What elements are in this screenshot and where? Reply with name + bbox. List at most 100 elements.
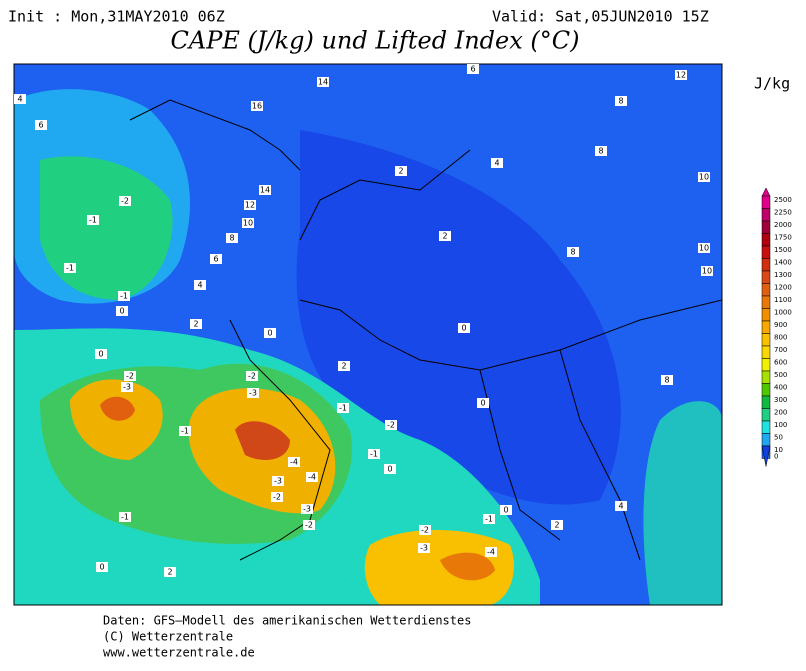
contour-label-box [190,319,202,329]
contour-label-box [179,426,191,436]
colorbar-label: 200 [774,409,787,417]
contour-label-box [210,254,222,264]
contour-label: 2 [442,232,447,241]
contour-label-box [675,70,687,80]
contour-label-box [483,514,495,524]
colorbar-swatch [761,283,771,297]
contour-label: 10 [699,244,709,253]
colorbar-swatch [761,408,771,422]
contour-label-box [271,492,283,502]
contour-label: -3 [249,389,257,398]
contour-label-box [306,472,318,482]
contour-label: 16 [252,102,262,111]
contour-label-box [251,101,263,111]
contour-label-box [384,464,396,474]
contour-label-box [439,231,451,241]
colorbar-label: 100 [774,421,787,429]
contour-label-box [701,266,713,276]
colorbar-label: 700 [774,346,787,354]
contour-label-box [491,158,503,168]
contour-label: -4 [290,458,298,467]
contour-label: -2 [126,372,134,381]
contour-label: 0 [99,563,104,572]
contour-label: 0 [503,506,508,515]
contour-label: -2 [387,421,395,430]
colorbar-swatch [761,308,771,322]
contour-label: -3 [274,477,282,486]
contour-label: -4 [308,473,316,482]
valid-time: Valid: Sat,05JUN2010 15Z [492,8,709,26]
contour-label: -1 [485,515,493,524]
colorbar-tip [761,445,771,467]
colorbar-swatch [761,333,771,347]
colorbar-label: 2250 [774,209,792,217]
colorbar-label: 1300 [774,271,792,279]
contour-label-box [615,96,627,106]
contour-label: 0 [480,399,485,408]
contour-label-box [121,382,133,392]
contour-label-box [64,263,76,273]
footer-line: Daten: GFS–Modell des amerikanischen Wet… [103,614,471,628]
contour-label-box [419,525,431,535]
contour-label: 8 [598,147,603,156]
contour-label-box [301,504,313,514]
contour-label-box [458,323,470,333]
colorbar-swatch [761,270,771,284]
colorbar-label: 1200 [774,284,792,292]
contour-label: 6 [213,255,218,264]
colorbar-label: 1000 [774,309,792,317]
colorbar-swatch [761,345,771,359]
contour-label: 8 [664,376,669,385]
contour-label: 2 [341,362,346,371]
contour-label: 4 [17,95,22,104]
contour-label-box [551,520,563,530]
contour-label: -1 [89,216,97,225]
contour-label-box [247,388,259,398]
contour-label: 0 [119,307,124,316]
colorbar-label: 800 [774,334,787,342]
colorbar-label: 10 [774,446,783,454]
colorbar-swatch [761,370,771,384]
contour-label-box [698,172,710,182]
contour-label-box [698,243,710,253]
contour-label: 10 [702,267,712,276]
contour-label: 6 [470,65,475,74]
map [13,63,723,606]
contour-label-box [337,403,349,413]
contour-label-box [661,375,673,385]
contour-label-box [272,476,284,486]
coastline [129,99,722,561]
cape-area [643,401,722,605]
colorbar-swatch [761,433,771,447]
contour-label-box [485,547,497,557]
contour-label: -2 [121,197,129,206]
contour-label-box [288,457,300,467]
colorbar-label: 0 [774,452,778,460]
colorbar-swatch [761,195,771,209]
contour-label: 4 [494,159,499,168]
cape-area [296,130,621,505]
contour-label-box [303,520,315,530]
contour-label: 2 [398,167,403,176]
legend-unit: J/kg [754,75,790,93]
contour-label-box [164,567,176,577]
contour-label-box [116,306,128,316]
contour-label-box [14,94,26,104]
contour-label-box [418,543,430,553]
init-time: Init : Mon,31MAY2010 06Z [8,8,225,26]
cape-area [100,396,135,421]
contour-label-box [477,398,489,408]
colorbar-label: 2500 [774,196,792,204]
contour-label-box [467,64,479,74]
contour-label: 0 [267,329,272,338]
contour-label-box [246,371,258,381]
contour-label: 14 [318,78,328,87]
contour-label-box [500,505,512,515]
colorbar-label: 1750 [774,234,792,242]
map-title: CAPE (J/kg) und Lifted Index (°C) [171,27,580,55]
contour-label-box [226,233,238,243]
contour-label-box [35,120,47,130]
contour-label-box [124,371,136,381]
contour-label-box [244,200,256,210]
contour-label: 0 [461,324,466,333]
